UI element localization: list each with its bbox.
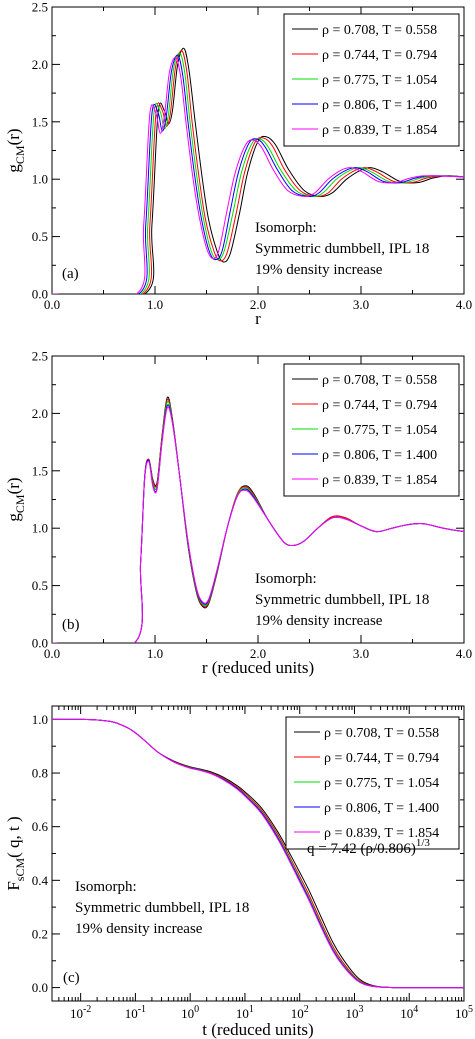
- legend-box: [285, 716, 460, 850]
- y-tick-label: 1.5: [32, 463, 48, 478]
- annotation-line: Isomorph:: [255, 571, 317, 587]
- panel-1: 0.0 0.5 1.0 1.5 2.0 2.5 0.0 1.0 2.0 3.0 4.0 r gCM(r)…: [4, 0, 472, 328]
- legend-entry: ρ = 0.708, T = 0.558: [322, 23, 437, 38]
- annotation-line: Symmetric dumbbell, IPL 18: [255, 592, 429, 608]
- x-tick-label: 0.0: [44, 646, 60, 661]
- legend: ρ = 0.708, T = 0.558 ρ = 0.744, T = 0.794…: [285, 716, 460, 850]
- y-tick-label: 2.5: [32, 349, 48, 364]
- y-axis-label: FsCM( q, t ): [4, 816, 27, 890]
- x-tick-label: 100: [181, 1004, 199, 1021]
- x-tick-label: 2.0: [250, 297, 266, 312]
- x-tick-label: 4.0: [456, 646, 472, 661]
- legend-entry: ρ = 0.744, T = 0.794: [322, 398, 437, 413]
- y-tick-label: 2.0: [32, 406, 48, 421]
- legend: ρ = 0.708, T = 0.558 ρ = 0.744, T = 0.794…: [283, 363, 460, 497]
- x-tick-label: 3.0: [353, 297, 369, 312]
- panel-3: 0.0 0.2 0.4 0.6 0.8 1.0 10-2 10-1 100 101 102 103 10…: [4, 705, 473, 1039]
- x-tick-label: 10-2: [70, 1004, 91, 1021]
- series-line-5: [52, 406, 464, 643]
- y-tick-label: 0.0: [32, 287, 48, 302]
- legend-entry: ρ = 0.708, T = 0.558: [324, 726, 439, 741]
- y-tick-label: 0.0: [32, 636, 48, 651]
- legend-entry: ρ = 0.775, T = 1.054: [324, 776, 439, 791]
- legend: ρ = 0.708, T = 0.558 ρ = 0.744, T = 0.794…: [283, 13, 460, 147]
- panel-label: (c): [63, 970, 80, 986]
- x-tick-label: 103: [345, 1004, 363, 1021]
- y-tick-label: 1.0: [32, 521, 48, 536]
- x-axis-label: r: [255, 309, 261, 328]
- y-tick-label: 0.5: [32, 229, 48, 244]
- panel-label: (b): [62, 617, 80, 633]
- y-tick-label: 1.0: [32, 172, 48, 187]
- legend-entry: ρ = 0.806, T = 1.400: [322, 98, 437, 113]
- x-tick-label: 104: [400, 1004, 418, 1021]
- y-tick-label: 2.5: [32, 0, 48, 15]
- legend-entry: ρ = 0.839, T = 1.854: [322, 123, 437, 138]
- legend-box: [283, 363, 460, 497]
- x-tick-label: 101: [236, 1004, 254, 1021]
- x-tick-label: 102: [291, 1004, 309, 1021]
- annotation-line: 19% density increase: [255, 262, 383, 278]
- x-tick-label: 105: [455, 1004, 473, 1021]
- x-tick-label: 1.0: [147, 297, 163, 312]
- x-tick-label: 10-1: [125, 1004, 146, 1021]
- y-tick-label: 0.6: [32, 819, 49, 834]
- annotation-line: 19% density increase: [255, 613, 383, 629]
- legend-entry: ρ = 0.839, T = 1.854: [322, 473, 437, 488]
- y-tick-label: 0.2: [32, 926, 48, 941]
- annotation-line: Isomorph:: [255, 220, 317, 236]
- legend-box: [283, 13, 460, 147]
- legend-entry: ρ = 0.775, T = 1.054: [322, 73, 437, 88]
- panel-label: (a): [62, 266, 79, 282]
- y-tick-label: 1.5: [32, 114, 48, 129]
- panel-2: 0.0 0.5 1.0 1.5 2.0 2.5 0.0 1.0 2.0 3.0 4.0 r (redu…: [4, 349, 472, 678]
- x-axis-label: r (reduced units): [202, 658, 314, 677]
- annotation-line: 19% density increase: [75, 921, 203, 937]
- x-axis-label: t (reduced units): [202, 1020, 313, 1039]
- y-tick-label: 0.4: [32, 873, 49, 888]
- legend-entry: ρ = 0.806, T = 1.400: [322, 448, 437, 463]
- x-tick-label: 3.0: [353, 646, 369, 661]
- x-tick-label: 4.0: [456, 297, 472, 312]
- y-tick-label: 1.0: [32, 712, 48, 727]
- legend-entry: ρ = 0.839, T = 1.854: [324, 826, 439, 841]
- formula-label: q = 7.42 (ρ/0.806)1/3: [307, 837, 430, 857]
- annotation-line: Isomorph:: [75, 879, 137, 895]
- y-tick-label: 0.0: [32, 980, 48, 995]
- y-tick-label: 0.5: [32, 578, 48, 593]
- legend-entry: ρ = 0.775, T = 1.054: [322, 423, 437, 438]
- x-tick-label: 1.0: [147, 646, 163, 661]
- y-axis-label: gCM(r): [4, 477, 27, 521]
- y-tick-label: 2.0: [32, 57, 48, 72]
- annotation-line: Symmetric dumbbell, IPL 18: [255, 241, 429, 257]
- legend-entry: ρ = 0.806, T = 1.400: [324, 801, 439, 816]
- x-tick-label: 2.0: [250, 646, 266, 661]
- legend-entry: ρ = 0.744, T = 0.794: [322, 48, 437, 63]
- series-line-5: [52, 57, 464, 294]
- legend-entry: ρ = 0.708, T = 0.558: [322, 373, 437, 388]
- y-tick-label: 0.8: [32, 766, 48, 781]
- series-line-5: [52, 718, 464, 989]
- x-tick-label: 0.0: [44, 297, 60, 312]
- legend-entry: ρ = 0.744, T = 0.794: [324, 751, 439, 766]
- y-axis-label: gCM(r): [4, 128, 27, 172]
- annotation-line: Symmetric dumbbell, IPL 18: [75, 900, 249, 916]
